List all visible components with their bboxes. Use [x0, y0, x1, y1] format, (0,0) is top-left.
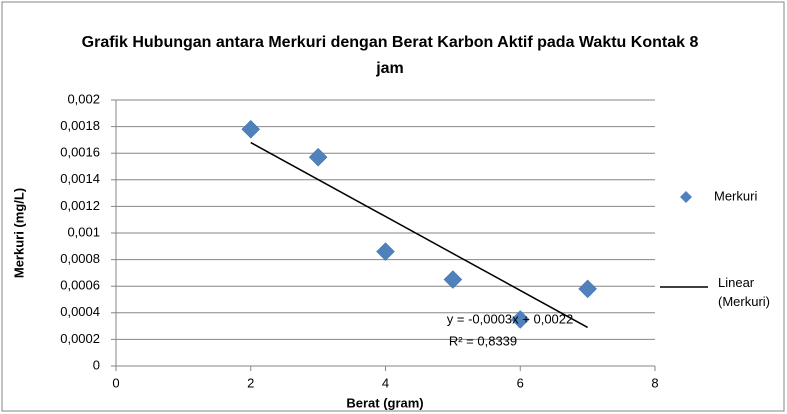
y-tick-label: 0,0016 — [60, 145, 100, 160]
data-point — [510, 310, 530, 329]
y-tick-label: 0,0008 — [60, 251, 100, 266]
legend-label: Merkuri — [714, 188, 757, 203]
y-tick-label: 0,0004 — [60, 304, 100, 319]
y-tick-label: 0,0012 — [60, 198, 100, 213]
y-tick-label: 0,001 — [67, 224, 100, 239]
y-tick-label: 0,002 — [67, 91, 100, 106]
x-tick-label: 6 — [517, 375, 524, 390]
y-tick-label: 0,0006 — [60, 278, 100, 293]
legend-label: Linear (Merkuri) — [718, 275, 770, 309]
x-tick-label: 2 — [247, 375, 254, 390]
annotation: y = -0,0003x + 0,0022 — [447, 311, 573, 326]
data-point — [443, 270, 463, 289]
data-point — [241, 119, 261, 139]
data-point — [578, 279, 597, 299]
y-tick-label: 0,0018 — [60, 118, 100, 133]
data-point — [376, 242, 395, 261]
y-axis-label: Merkuri (mg/L) — [11, 188, 26, 278]
x-tick-label: 0 — [112, 375, 119, 390]
x-axis-label: Berat (gram) — [346, 395, 423, 410]
legend-marker — [680, 191, 692, 203]
annotation: R² = 0,8339 — [449, 333, 517, 348]
data-point — [308, 147, 328, 167]
x-tick-label: 8 — [651, 375, 658, 390]
trendline — [250, 141, 588, 329]
y-tick-label: 0,0014 — [60, 171, 100, 186]
y-tick-label: 0 — [93, 357, 100, 372]
chart-title: Grafik Hubungan antara Merkuri dengan Be… — [81, 34, 699, 77]
y-tick-label: 0,0002 — [60, 331, 100, 346]
x-tick-label: 4 — [382, 375, 389, 390]
